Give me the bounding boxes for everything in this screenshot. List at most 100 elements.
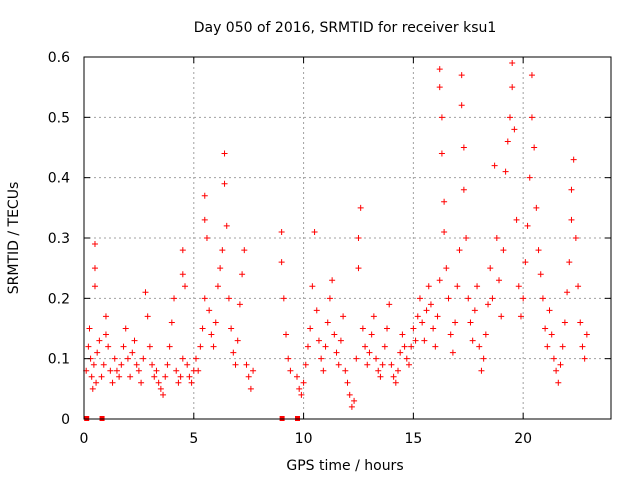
data-point [247, 385, 254, 392]
data-point [449, 349, 456, 356]
data-point [122, 325, 129, 332]
data-point [120, 343, 127, 350]
data-point [201, 295, 208, 302]
data-point [342, 367, 349, 374]
data-point [138, 379, 145, 386]
data-point [555, 379, 562, 386]
data-point [430, 325, 437, 332]
data-point [182, 283, 189, 290]
y-tick-label: 0.1 [48, 352, 70, 368]
data-point [535, 247, 542, 254]
data-point [88, 373, 95, 380]
data-point [537, 271, 544, 278]
data-point [463, 235, 470, 241]
data-point [311, 228, 318, 235]
data-point [390, 373, 397, 380]
data-point [195, 367, 202, 374]
data-point [410, 325, 417, 332]
data-point [86, 325, 93, 332]
data-point [179, 271, 186, 278]
data-point [135, 367, 142, 374]
data-point [245, 373, 252, 380]
data-point [496, 277, 503, 284]
data-point [443, 265, 450, 272]
y-tick-label: 0.2 [48, 291, 70, 307]
data-point [96, 337, 103, 344]
data-point [502, 168, 509, 175]
data-point [280, 295, 287, 302]
y-tick-label: 0.5 [48, 110, 70, 126]
y-tick-label: 0.4 [48, 171, 70, 187]
data-point [564, 289, 571, 296]
data-point [377, 373, 384, 380]
data-point [192, 355, 199, 362]
data-point [287, 367, 294, 374]
data-point [225, 295, 232, 302]
data-point [568, 186, 575, 193]
data-point [416, 295, 423, 302]
data-point [285, 355, 292, 362]
data-point [511, 126, 518, 133]
data-point [241, 247, 248, 254]
data-point [392, 379, 399, 386]
data-point [548, 331, 555, 338]
data-point [401, 343, 408, 350]
data-point [304, 343, 311, 350]
data-point [346, 391, 353, 398]
data-point [212, 319, 219, 326]
data-point [480, 355, 487, 362]
data-point [155, 379, 162, 386]
data-point [331, 331, 338, 338]
data-point [179, 355, 186, 362]
data-point [359, 325, 366, 332]
data-point [151, 373, 158, 380]
data-point [460, 186, 467, 193]
data-point [575, 283, 582, 290]
data-point [427, 301, 434, 308]
data-point [223, 222, 230, 229]
data-point [436, 66, 443, 73]
data-point [100, 361, 107, 368]
data-point [102, 331, 109, 338]
data-point [561, 319, 568, 326]
data-point [300, 379, 307, 386]
data-point [419, 319, 426, 326]
data-point [425, 283, 432, 290]
data-point [447, 331, 454, 338]
data-point [544, 343, 551, 350]
data-point [438, 114, 445, 121]
data-point [421, 337, 428, 344]
data-point [542, 325, 549, 332]
data-point [188, 379, 195, 386]
data-point [129, 349, 136, 356]
data-point [524, 222, 531, 229]
data-point [423, 307, 430, 314]
x-tick-label: 5 [189, 431, 198, 447]
data-point [458, 72, 465, 79]
data-point [144, 313, 151, 320]
data-point [572, 235, 579, 241]
data-point [405, 361, 412, 368]
data-point [184, 361, 191, 368]
data-point [201, 216, 208, 223]
x-tick-label: 20 [514, 431, 532, 447]
data-point [107, 367, 114, 374]
data-point [351, 397, 358, 404]
data-point [386, 301, 393, 308]
data-point [302, 361, 309, 368]
plot-frame [83, 56, 612, 420]
data-point [250, 367, 257, 374]
data-point [370, 313, 377, 320]
data-point [168, 319, 175, 326]
data-point [546, 307, 553, 314]
data-point [550, 355, 557, 362]
data-point [90, 361, 97, 368]
data-point [362, 343, 369, 350]
data-point [283, 331, 290, 338]
data-point [324, 319, 331, 326]
data-point [116, 373, 123, 380]
y-axis-label: SRMTID / TECUs [6, 182, 22, 295]
data-point [239, 271, 246, 278]
data-point [566, 259, 573, 266]
